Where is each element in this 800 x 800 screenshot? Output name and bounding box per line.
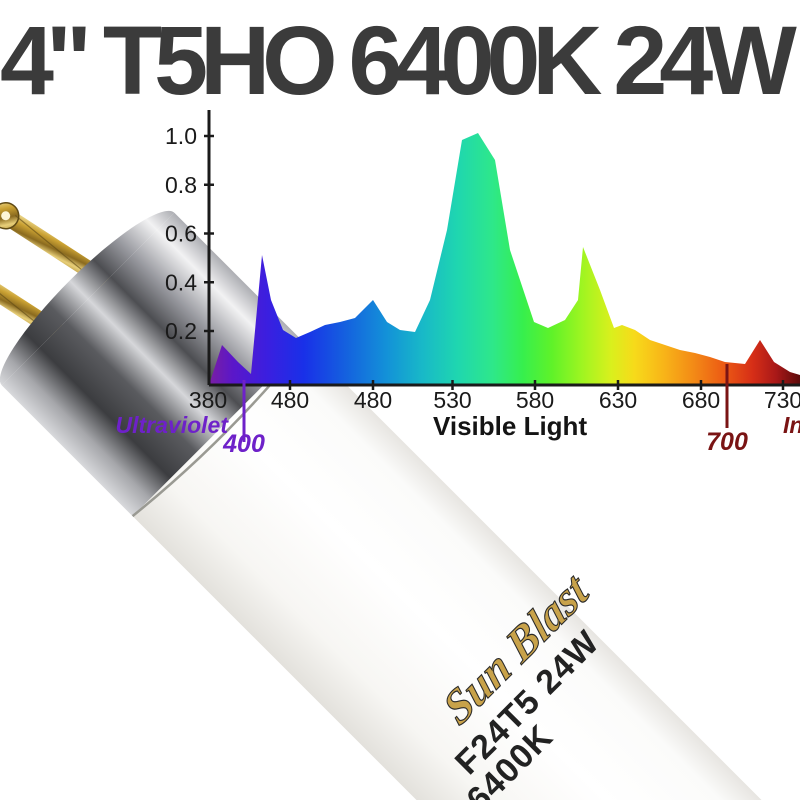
svg-text:Visible Light: Visible Light: [433, 411, 587, 441]
svg-text:400: 400: [222, 430, 265, 458]
svg-text:0.8: 0.8: [165, 172, 197, 198]
svg-text:0.4: 0.4: [165, 269, 197, 295]
svg-text:1.0: 1.0: [165, 123, 197, 149]
svg-text:0.2: 0.2: [165, 318, 197, 344]
svg-text:480: 480: [271, 387, 309, 413]
svg-text:Infrared: Infrared: [783, 412, 800, 438]
svg-text:580: 580: [516, 387, 554, 413]
svg-text:Ultraviolet: Ultraviolet: [116, 412, 230, 438]
svg-text:380: 380: [189, 387, 227, 413]
svg-text:630: 630: [599, 387, 637, 413]
svg-text:0.6: 0.6: [165, 221, 197, 247]
svg-text:730: 730: [764, 387, 800, 413]
svg-text:530: 530: [433, 387, 471, 413]
svg-text:480: 480: [354, 387, 392, 413]
svg-text:680: 680: [682, 387, 720, 413]
svg-text:700: 700: [706, 428, 748, 456]
